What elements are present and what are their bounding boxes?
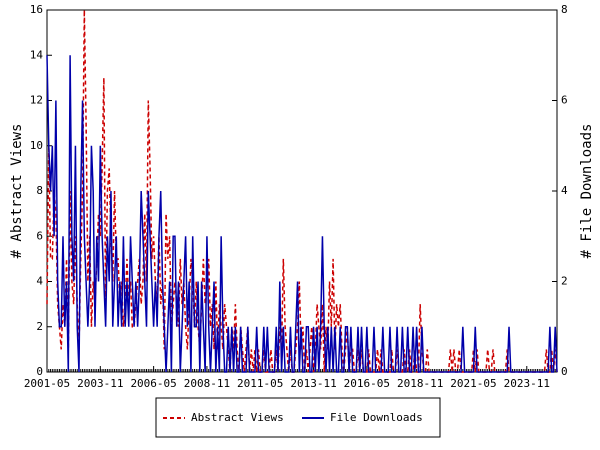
series-line — [46, 9, 558, 373]
y2-tick-label: 6 — [561, 94, 568, 107]
y-tick-label: 8 — [36, 184, 43, 197]
x-tick-label: 2003-11 — [77, 377, 123, 390]
y-axis-title: # Abstract Views — [9, 124, 25, 259]
x-tick-label: 2006-05 — [130, 377, 176, 390]
x-tick-label: 2013-11 — [290, 377, 336, 390]
series-line — [46, 55, 558, 373]
y-tick-label: 6 — [36, 229, 43, 242]
legend-label: Abstract Views — [191, 411, 284, 424]
legend-box — [155, 397, 441, 438]
legend-label: File Downloads — [330, 411, 423, 424]
y2-tick-label: 2 — [561, 275, 568, 288]
x-tick-label: 2021-05 — [450, 377, 496, 390]
y-tick-label: 4 — [36, 275, 43, 288]
x-tick-label: 2011-05 — [237, 377, 283, 390]
x-tick-label: 2018-11 — [397, 377, 443, 390]
y-tick-label: 16 — [30, 3, 43, 16]
x-tick-label: 2023-11 — [504, 377, 550, 390]
y-tick-label: 2 — [36, 320, 43, 333]
y2-tick-label: 8 — [561, 3, 568, 16]
x-tick-label: 2016-05 — [344, 377, 390, 390]
x-tick-label: 2008-11 — [184, 377, 230, 390]
y2-tick-label: 0 — [561, 365, 568, 378]
y-tick-label: 10 — [30, 139, 43, 152]
y-tick-label: 0 — [36, 365, 43, 378]
x-tick-label: 2001-05 — [24, 377, 70, 390]
y-tick-label: 14 — [30, 48, 44, 61]
y2-axis-title: # File Downloads — [579, 124, 595, 259]
y-tick-label: 12 — [30, 94, 43, 107]
y2-tick-label: 4 — [561, 184, 568, 197]
